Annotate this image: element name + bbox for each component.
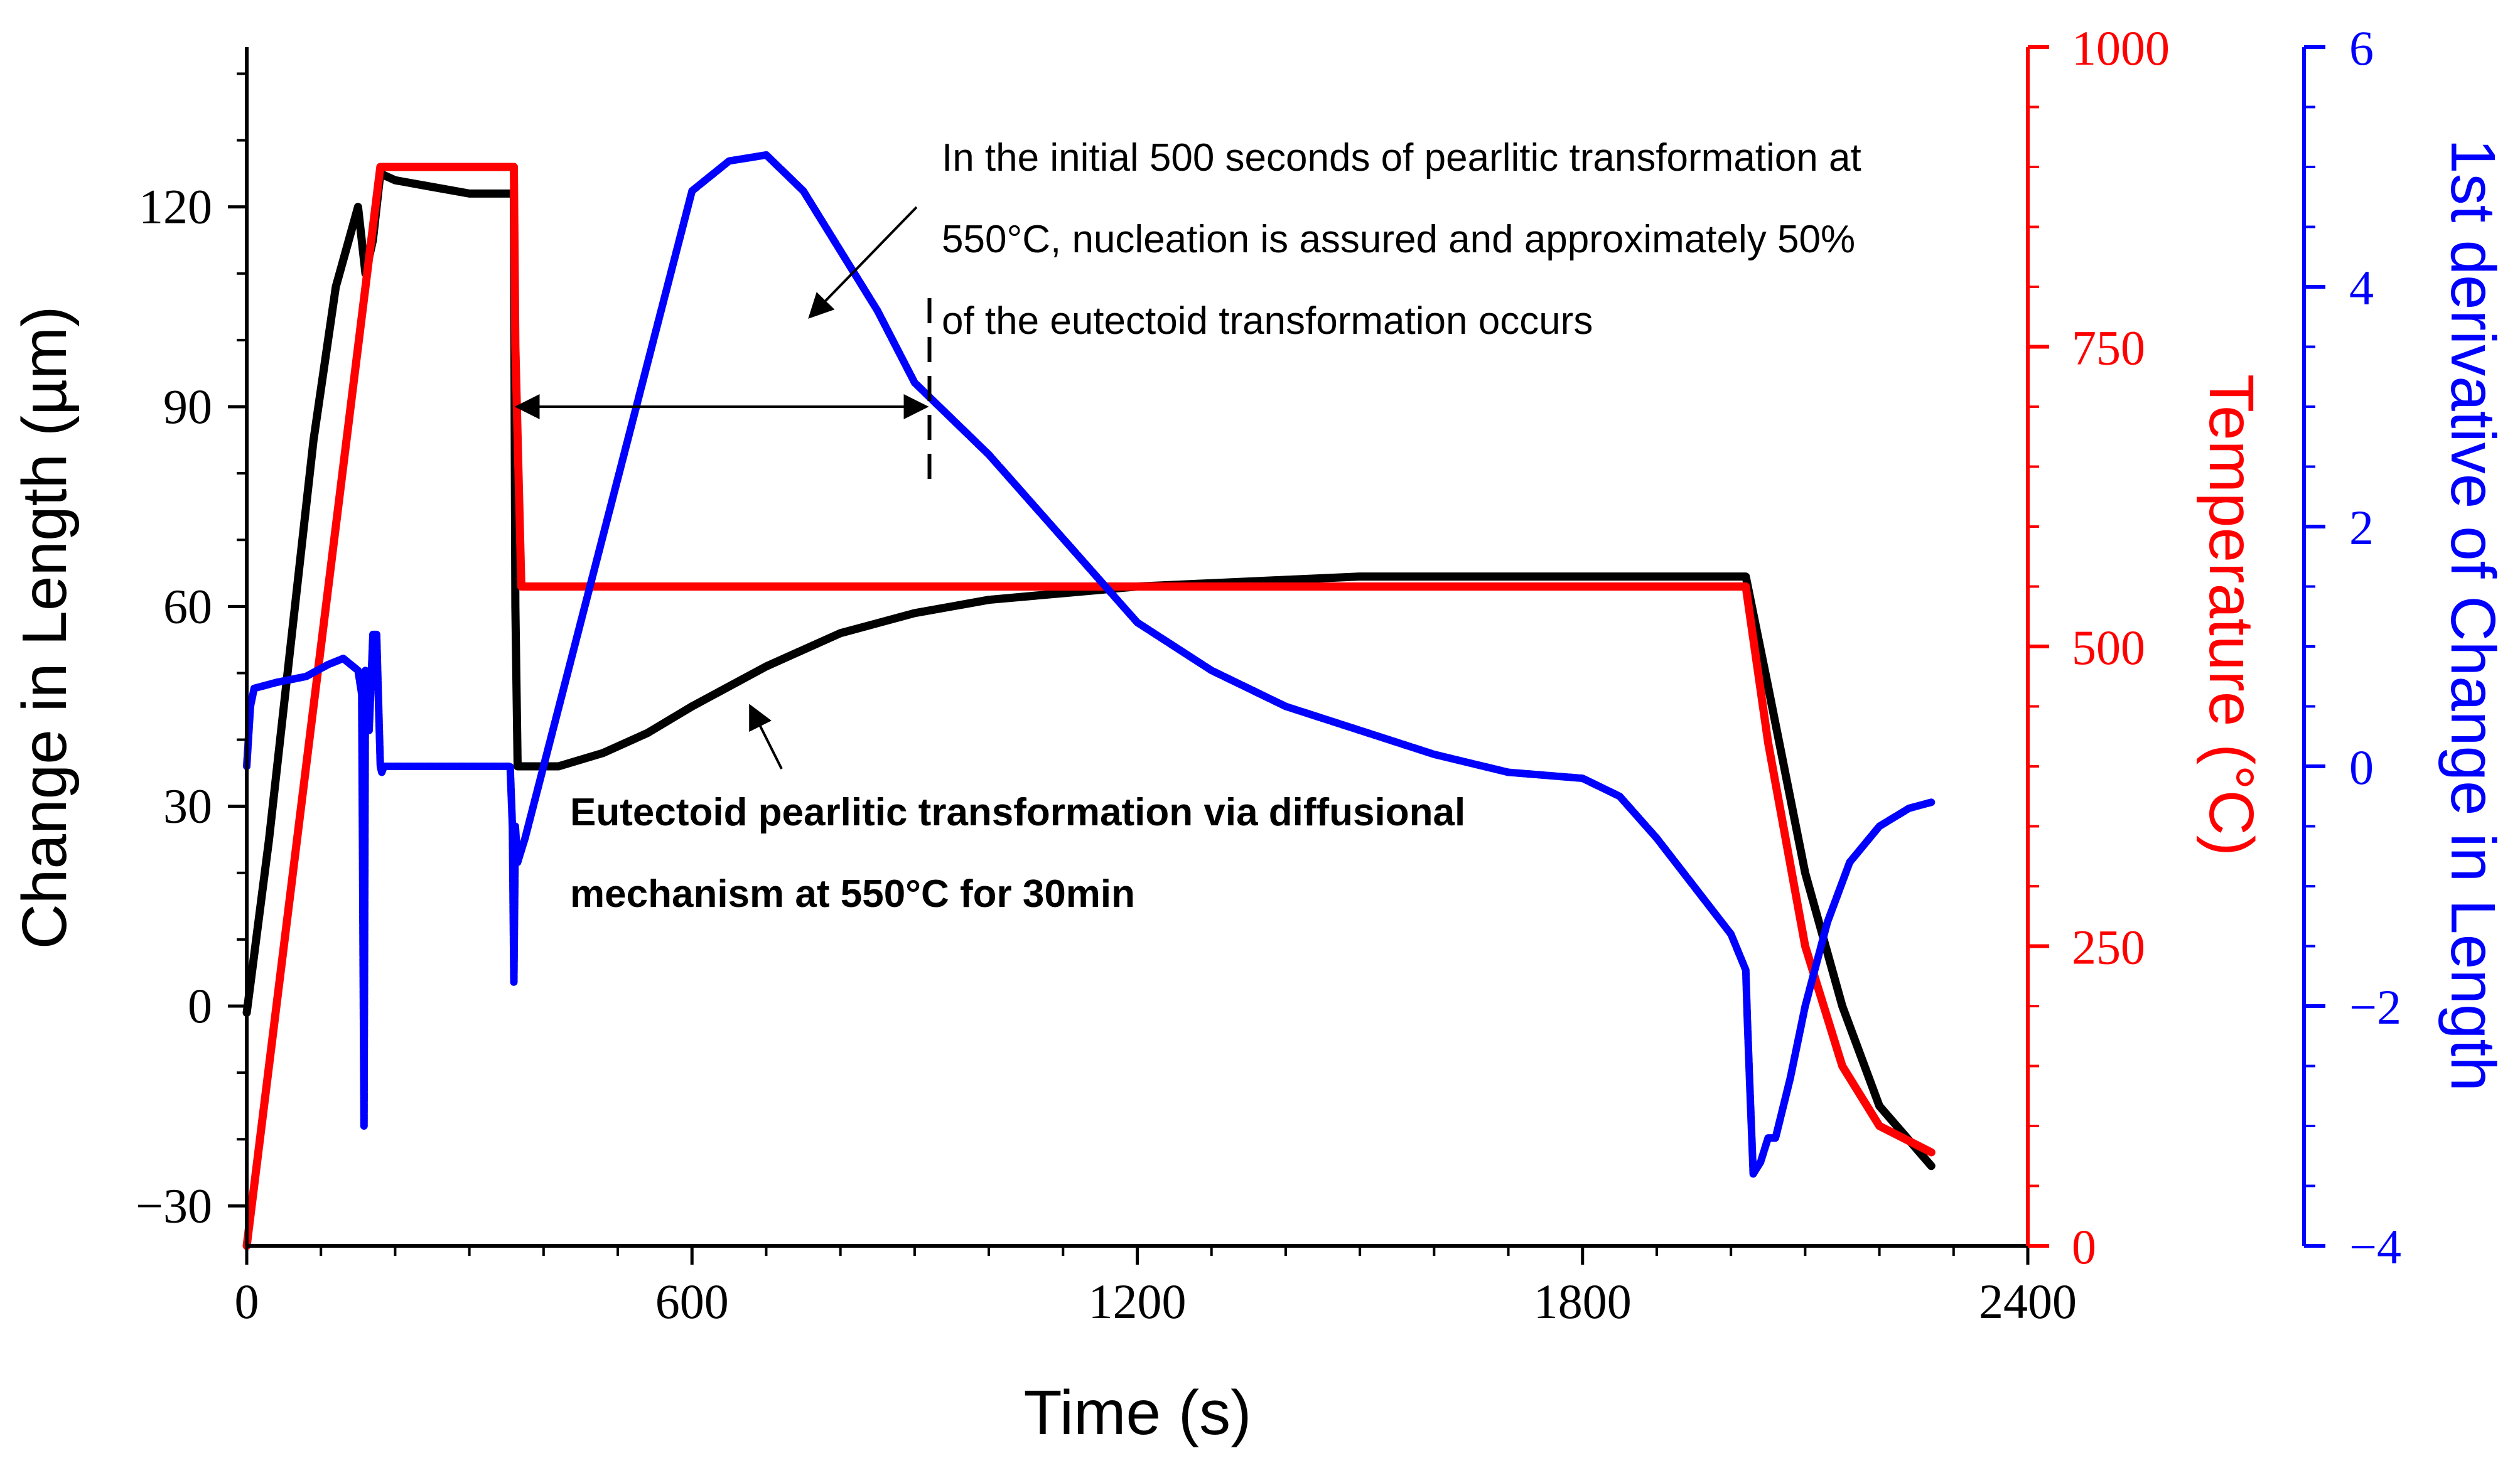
annotation-top-line-3: of the eutectoid transformation occurs [942,299,1593,343]
x-axis-title: Time (s) [1024,1378,1252,1448]
annotation-top-line-2: 550°C, nucleation is assured and approxi… [942,218,1855,261]
y-right2-tick-label-0: −4 [2349,1219,2401,1274]
y-left-tick-label-1: 0 [188,978,212,1033]
y-left-tick-label-3: 60 [163,579,212,633]
y-left-axis-title: Change in Length (µm) [9,306,80,950]
annotation-top: In the initial 500 seconds of pearlitic … [942,136,1861,343]
y-right2-tick-label-2: 0 [2349,740,2374,795]
annotation-arrows [514,206,932,769]
top-annotation-arrow [808,206,918,319]
y-right2-tick-label-5: 6 [2349,21,2374,75]
y-right2-tick-label-1: −2 [2349,980,2401,1034]
x-tick-label-1: 600 [655,1274,729,1329]
y-left-tick-label-4: 90 [163,379,212,434]
y-right-derivative-title: 1st derivative of Change in Length [2438,139,2508,1091]
y-right1-tick-label-0: 0 [2072,1219,2096,1274]
y-right1-tick-label-2: 500 [2072,620,2145,675]
annotation-bottom-line-1: Eutectoid pearlitic transformation via d… [570,791,1465,834]
x-tick-label-4: 2400 [1979,1274,2077,1329]
y-left-tick-label-2: 30 [163,779,212,833]
y-left-tick-label-0: −30 [136,1178,212,1233]
y-right2-tick-label-3: 2 [2349,500,2374,555]
y-right-temperature-title: Temperature (°C) [2196,374,2266,856]
series-line-2 [243,151,1936,1178]
y-right1-tick-label-3: 750 [2072,321,2145,375]
x-tick-label-3: 1800 [1534,1274,1632,1329]
y-right1-tick-label-4: 1000 [2072,21,2170,75]
axes-layer: 0 600 1200 1800 2400−30030609012002505007501… [136,21,2401,1329]
annotation-bottom-line-2: mechanism at 550°C for 30min [570,872,1135,916]
annotation-top-line-1: In the initial 500 seconds of pearlitic … [942,136,1861,180]
x-tick-label-2: 1200 [1089,1274,1187,1329]
series-line-1 [242,163,1936,1250]
y-left-tick-label-5: 120 [139,180,212,234]
y-right2-tick-label-4: 4 [2349,260,2374,315]
series-layer [242,151,1936,1250]
y-right1-tick-label-1: 250 [2072,920,2145,975]
annotation-bottom: Eutectoid pearlitic transformation via d… [570,791,1465,916]
bottom-annotation-arrow [749,704,783,769]
x-tick-label-0: 0 [235,1274,259,1329]
